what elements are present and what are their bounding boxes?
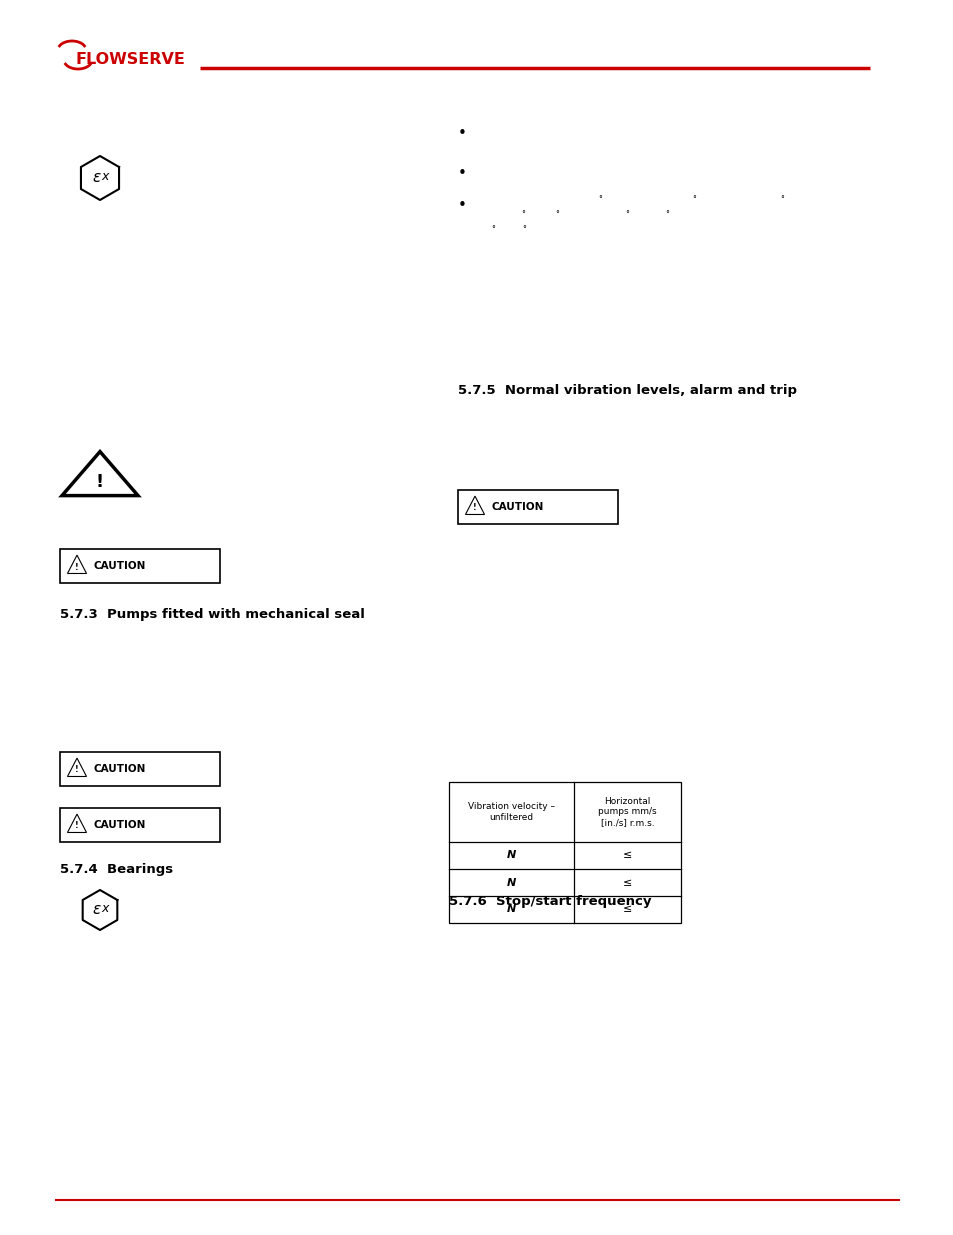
Text: Vibration velocity –
unfiltered: Vibration velocity – unfiltered [468, 803, 555, 821]
Text: x: x [101, 903, 109, 915]
Text: °: ° [691, 195, 695, 205]
Text: !: ! [473, 504, 476, 513]
FancyBboxPatch shape [449, 782, 680, 923]
Text: ≤: ≤ [622, 904, 632, 914]
Text: ε: ε [92, 169, 101, 184]
Text: FLOWSERVE: FLOWSERVE [76, 53, 186, 68]
Text: N: N [506, 851, 516, 861]
Text: !: ! [75, 821, 79, 830]
Text: N: N [506, 904, 516, 914]
Text: CAUTION: CAUTION [94, 820, 146, 830]
Text: !: ! [75, 562, 79, 572]
Text: •: • [457, 165, 466, 180]
Text: °: ° [780, 195, 783, 205]
Text: •: • [457, 126, 466, 141]
Text: ≤: ≤ [622, 851, 632, 861]
FancyBboxPatch shape [60, 550, 220, 583]
Text: •: • [457, 198, 466, 212]
Text: ε: ε [92, 902, 101, 916]
Text: 5.7.5  Normal vibration levels, alarm and trip: 5.7.5 Normal vibration levels, alarm and… [457, 384, 796, 396]
Text: 5.7.3  Pumps fitted with mechanical seal: 5.7.3 Pumps fitted with mechanical seal [60, 608, 364, 621]
Text: 5.7.4  Bearings: 5.7.4 Bearings [60, 863, 172, 876]
FancyBboxPatch shape [60, 808, 220, 842]
Text: !: ! [96, 473, 104, 492]
Text: °: ° [555, 210, 558, 220]
Text: °: ° [521, 226, 525, 235]
Text: Horizontal
pumps mm/s
[in./s] r.m.s.: Horizontal pumps mm/s [in./s] r.m.s. [598, 797, 657, 827]
Text: x: x [101, 170, 109, 184]
FancyBboxPatch shape [457, 490, 618, 524]
Text: CAUTION: CAUTION [492, 501, 544, 513]
Text: °: ° [520, 210, 524, 220]
Text: !: ! [75, 766, 79, 774]
Text: ≤: ≤ [622, 878, 632, 888]
Text: °: ° [664, 210, 668, 220]
Text: N: N [506, 878, 516, 888]
Text: °: ° [491, 226, 495, 235]
Text: °: ° [598, 195, 601, 205]
Text: CAUTION: CAUTION [94, 561, 146, 571]
Text: 5.7.6  Stop/start frequency: 5.7.6 Stop/start frequency [449, 895, 651, 908]
Text: CAUTION: CAUTION [94, 764, 146, 774]
FancyBboxPatch shape [60, 752, 220, 785]
Text: °: ° [624, 210, 628, 220]
